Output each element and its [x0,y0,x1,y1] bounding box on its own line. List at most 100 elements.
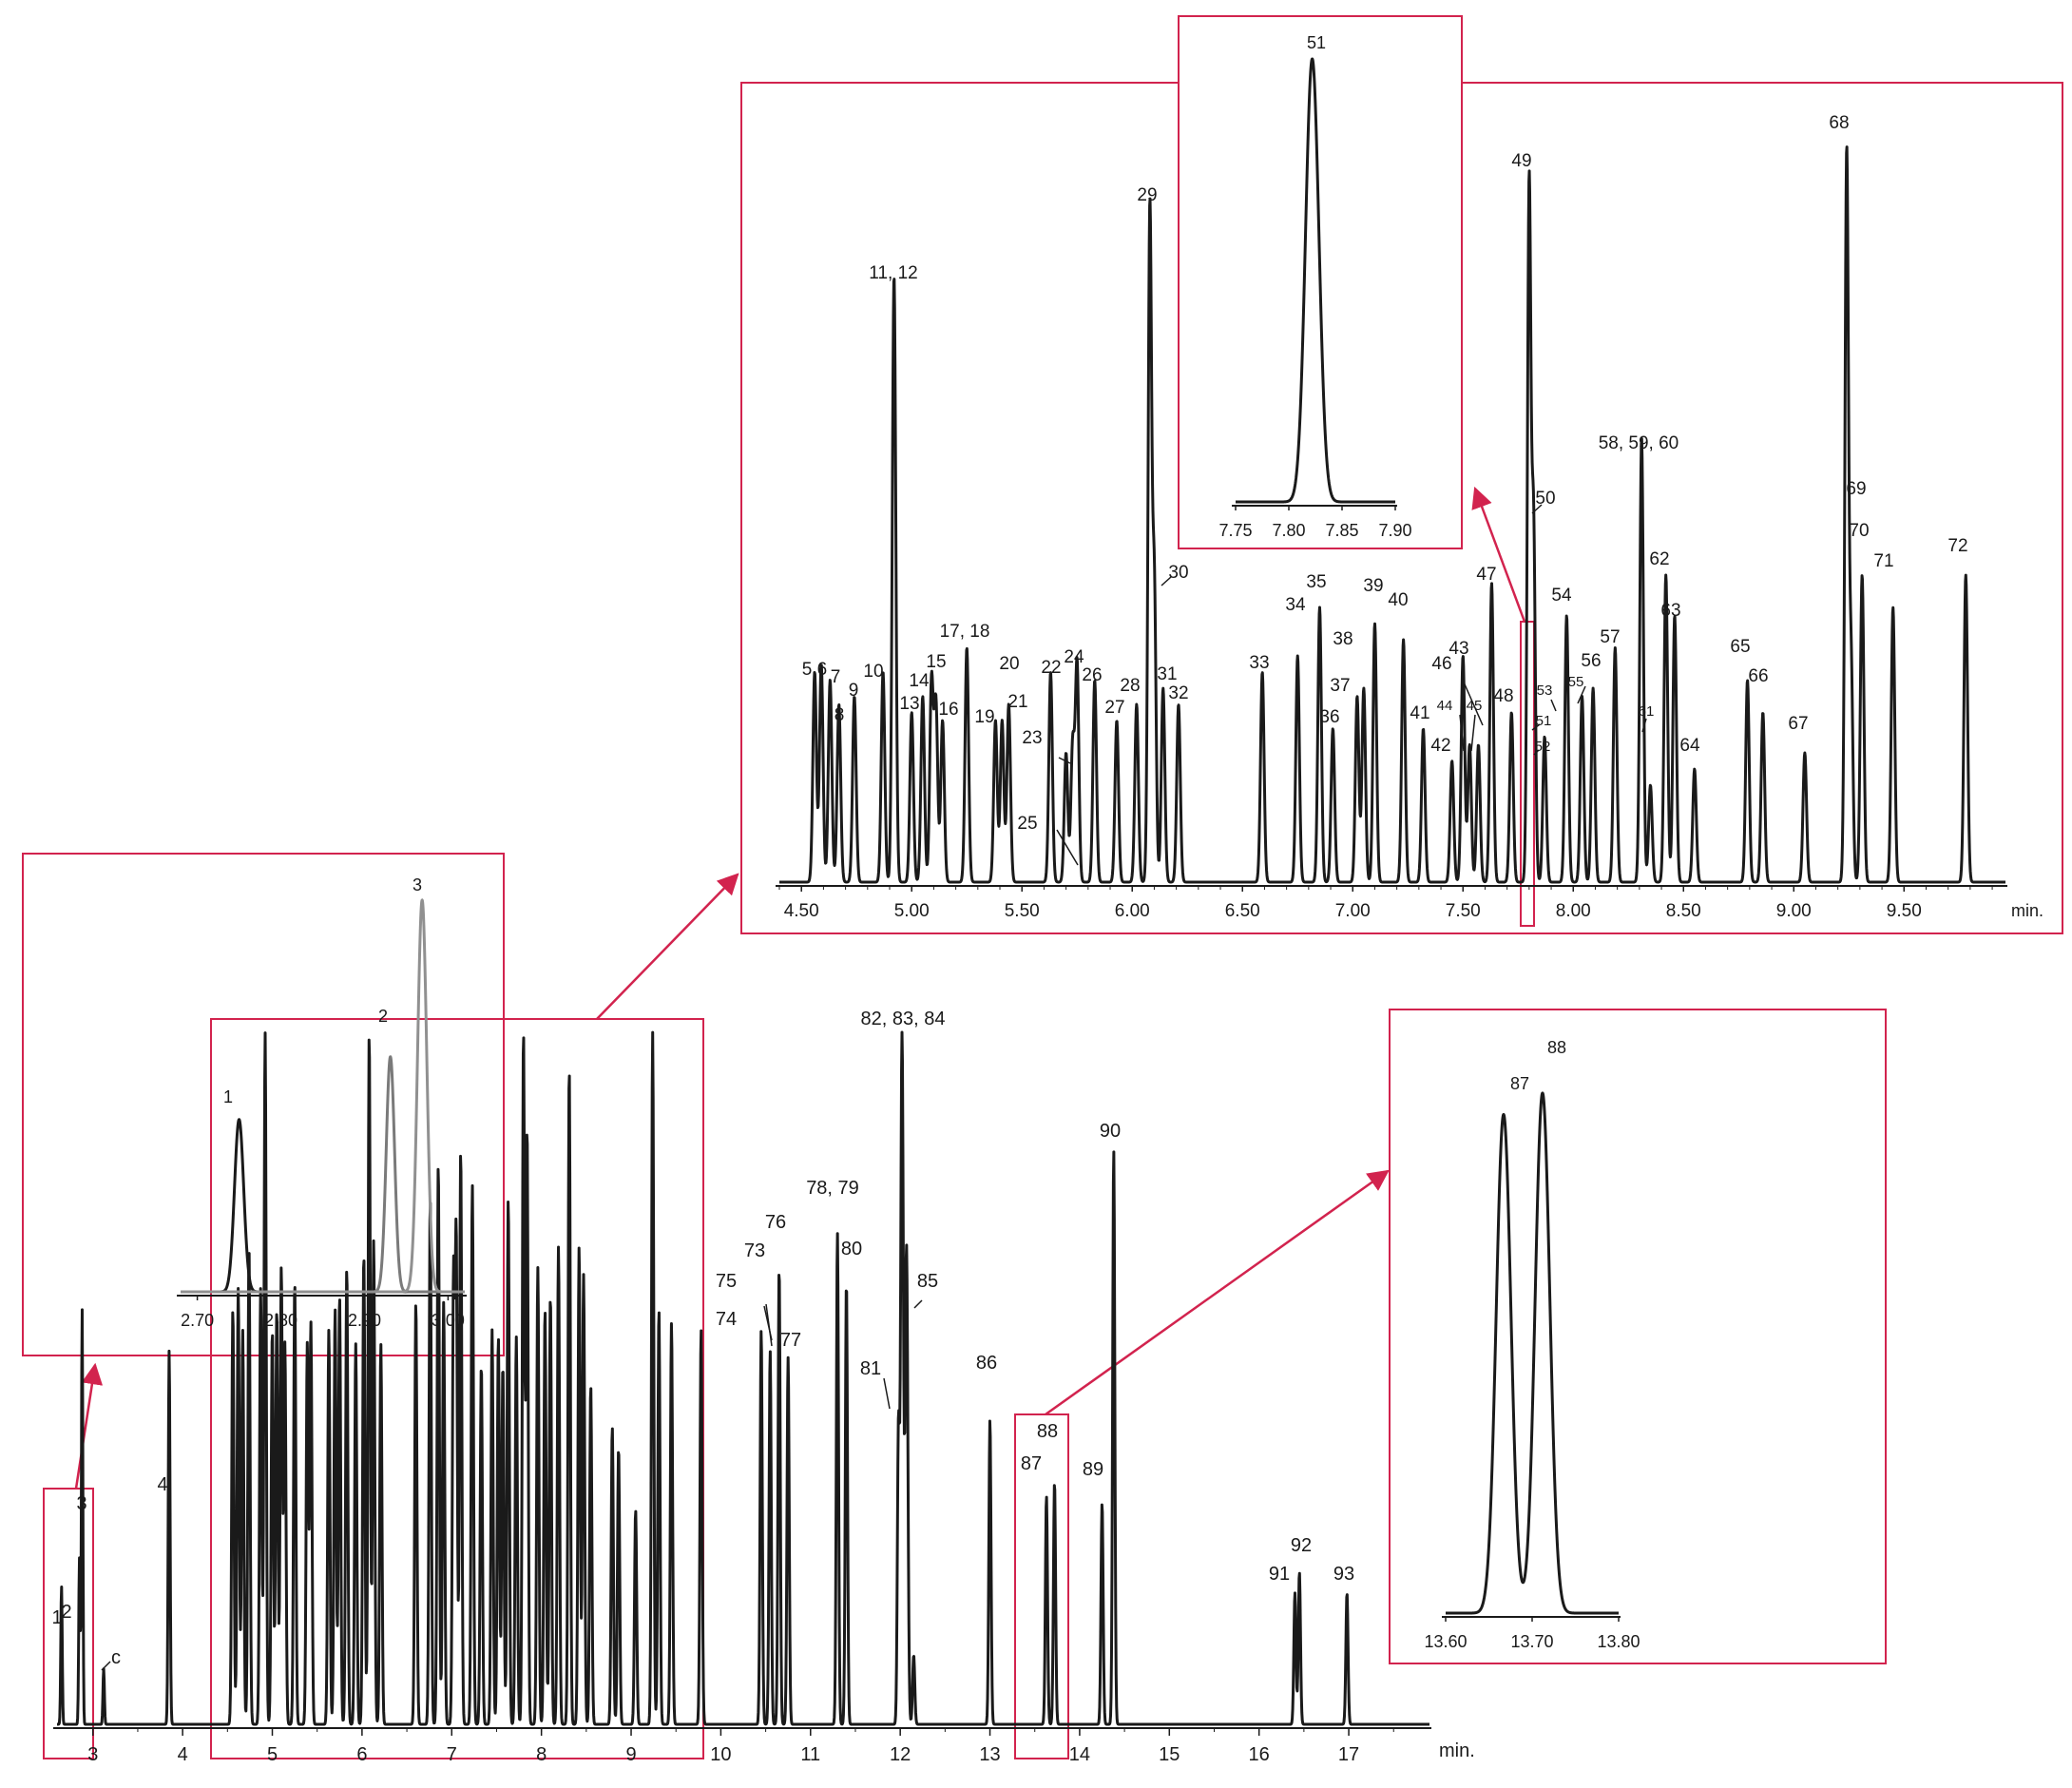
x-tick-label: 7.85 [1325,521,1358,540]
peak-label-leader [1470,714,1476,752]
peak-label-leader [1058,757,1071,764]
peak-label-leader [1161,576,1172,586]
inset-right-trace [1446,1091,1619,1615]
peak-label: 39 [1363,576,1383,596]
peak-label: 51 [1536,713,1552,729]
x-tick-label: 2.80 [264,1311,297,1330]
x-tick-label: 8.00 [1556,901,1591,921]
inset-chromatogram-peak-51: 7.75 7.80 7.85 7.90 51 [1218,33,1411,540]
peak-label: 82, 83, 84 [861,1009,946,1029]
inset-left-trace-1 [181,1118,465,1294]
x-tick-label: 7.75 [1218,521,1252,540]
peak-label: 1 [51,1607,62,1628]
inset-top-unit-label: min. [2011,901,2043,920]
peak-label: 56 [1581,651,1601,671]
x-tick-label: 11 [800,1744,820,1765]
peak-label: 20 [999,654,1019,674]
peak-label: 33 [1249,653,1269,673]
zoom-region-middle [210,1018,704,1759]
x-tick-label: 15 [1159,1744,1180,1765]
peak-label-leader [1056,829,1079,866]
arrow-to-inset-51 [1471,486,1526,623]
peak-label: 49 [1511,151,1531,171]
peak-label: 87 [1510,1074,1529,1093]
x-tick-label: 4.50 [784,901,819,921]
inset-right-frame [1389,1009,1887,1664]
peak-label: 72 [1947,536,1967,556]
peak-label: 75 [716,1271,737,1292]
inset-left-trace-3 [181,897,465,1294]
peak-label: 93 [1333,1564,1354,1585]
inset-left-tick-group: 2.70 2.80 2.90 3.00 [181,1296,465,1330]
zoom-region-start [43,1488,94,1759]
peak-label: 46 [1431,654,1451,674]
peak-label: 92 [1291,1535,1312,1556]
peak-label: 90 [1100,1121,1121,1142]
peak-label: 1 [223,1087,233,1106]
peak-label: 3 [412,875,422,894]
inset-right-peak-labels: 87 88 [1510,1038,1566,1093]
peak-label-leader [765,1303,773,1347]
peak-label-leader [883,1377,891,1410]
x-tick-label: 8.50 [1666,901,1701,921]
x-tick-label: 8 [536,1744,547,1765]
inset-top-tick-group: 4.50 5.00 5.50 6.00 6.50 7.00 7.50 8.00 8.50 9.00… [778,886,1993,921]
x-tick-label: 5.00 [894,901,930,921]
peak-label: 87 [1021,1453,1042,1474]
peak-label-leader [1641,718,1647,733]
peak-label: 86 [976,1353,997,1374]
x-tick-label: 5 [267,1744,278,1765]
peak-label: 7 [831,667,841,687]
x-tick-label: 3 [87,1744,98,1765]
x-tick-label: 5.50 [1005,901,1040,921]
x-tick-label: 2.70 [181,1311,214,1330]
peak-label: c [111,1647,121,1668]
peak-label: 32 [1168,683,1188,703]
peak-label: 35 [1306,572,1326,592]
peak-label: 17, 18 [940,622,990,642]
peak-label: 50 [1535,489,1555,509]
peak-label-leader [1459,714,1465,752]
inset-chromatogram-2-7-to-3-0: 2.70 2.80 2.90 3.00 1 2 3 [177,875,467,1330]
peak-label: 37 [1330,676,1350,696]
peak-label: 28 [1120,676,1140,696]
peak-label-leader [1531,723,1541,731]
peak-label: 48 [1493,686,1513,706]
peak-label: 30 [1168,563,1188,583]
x-tick-label: 2.90 [348,1311,381,1330]
peak-label: 64 [1679,736,1700,756]
peak-label: 10 [863,662,883,682]
peak-label: 42 [1430,736,1450,756]
peak-label: 8 [835,705,845,725]
x-tick-label: 12 [890,1744,911,1765]
peak-label: 61 [1639,703,1655,720]
inset-51-peak-labels: 51 [1307,33,1326,52]
peak-label: 85 [917,1271,938,1292]
peak-label: 16 [938,700,958,720]
inset-right-tick-group: 13.60 13.70 13.80 [1424,1617,1640,1651]
inset-top-trace [777,145,2007,884]
peak-label: 25 [1017,814,1037,834]
peak-label: 63 [1660,601,1680,621]
peak-label: 65 [1730,637,1750,657]
peak-label: 62 [1649,549,1669,569]
peak-label: 67 [1788,714,1808,734]
peak-label: 14 [909,671,930,691]
x-tick-label: 7.80 [1272,521,1305,540]
x-tick-label: 7 [447,1744,457,1765]
peak-label: 89 [1083,1459,1103,1480]
peak-label: 55 [1568,674,1584,690]
peak-label-leader [913,1299,923,1309]
main-chromatogram: 3 4 5 6 7 8 9 10 11 12 13 14 15 16 17 123c473747576777… [51,1009,1474,1765]
arrow-to-inset-left [74,1362,104,1490]
inset-chromatogram-4-5-to-9-8: 4.50 5.00 5.50 6.00 6.50 7.00 7.50 8.00 8.50 9.00… [776,113,2043,921]
x-tick-label: 9.50 [1887,901,1922,921]
peak-label: 13 [899,694,919,714]
x-tick-label: 7.50 [1446,901,1481,921]
peak-label: 77 [780,1330,801,1351]
peak-label: 4 [157,1474,167,1495]
peak-label: 88 [1037,1421,1058,1442]
x-tick-label: 7.90 [1378,521,1411,540]
